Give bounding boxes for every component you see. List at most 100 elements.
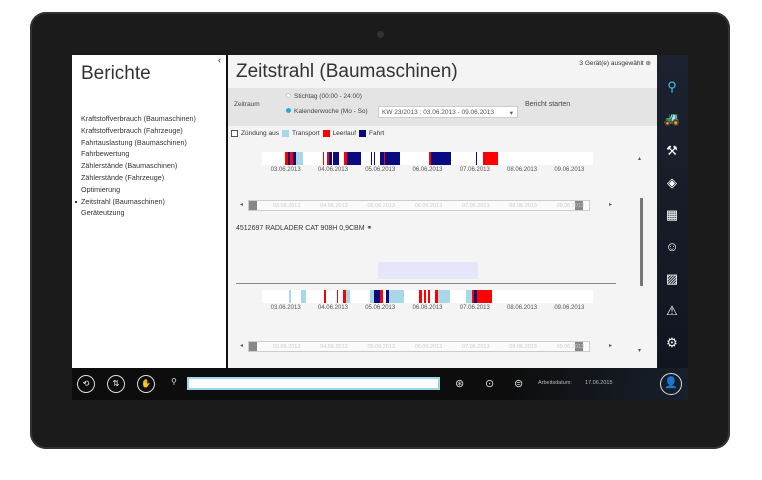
settings-icon[interactable]: ⚙	[666, 335, 678, 350]
hand-icon[interactable]: ✋	[137, 375, 155, 393]
work-date[interactable]: 17.06.2015	[585, 380, 613, 386]
segment-leerlauf[interactable]	[483, 152, 498, 165]
segment-leerlauf[interactable]	[323, 152, 325, 165]
navigator-right-handle[interactable]	[575, 201, 583, 210]
search-input[interactable]	[187, 377, 440, 390]
segment-fahrt[interactable]	[374, 152, 376, 165]
report-item[interactable]: Zählerstände (Fahrzeuge)	[81, 172, 165, 182]
navigator-right-handle[interactable]	[575, 342, 583, 351]
radio-week-icon[interactable]	[286, 108, 291, 113]
segment-transport[interactable]	[296, 152, 303, 165]
segment-leerlauf[interactable]	[344, 152, 348, 165]
segment-leerlauf[interactable]	[290, 152, 294, 165]
week-select[interactable]: KW 23/2013 : 03.06.2013 - 09.06.2013 ▾	[378, 106, 518, 118]
legend-swatch-idle	[322, 130, 330, 137]
segment-fahrt[interactable]	[288, 152, 291, 165]
report-item[interactable]: Fahrtauslastung (Baumaschinen)	[81, 137, 187, 147]
timeline-bar[interactable]	[262, 290, 593, 303]
segment-leerlauf[interactable]	[336, 290, 339, 303]
report-item[interactable]: Zeitstrahl (Baumaschinen)	[75, 197, 196, 209]
navigator-left-handle[interactable]	[249, 342, 257, 351]
navigation-icon[interactable]: ◈	[667, 175, 677, 190]
scroll-up-icon[interactable]: ▴	[638, 156, 642, 162]
segment-transport[interactable]	[388, 290, 404, 303]
radio-day[interactable]: Stichtag (00:00 - 24:00)	[286, 93, 362, 100]
segment-leerlauf[interactable]	[383, 152, 385, 165]
timeline-bar[interactable]	[262, 152, 593, 165]
scroll-down-icon[interactable]: ▾	[638, 348, 642, 354]
segment-leerlauf[interactable]	[435, 290, 438, 303]
devices-selected[interactable]: 3 Gerät(e) ausgewählt ⊛	[579, 59, 651, 67]
refresh-icon[interactable]: ⟲	[77, 375, 95, 393]
navigator-date-label: 07.06.2013	[462, 344, 490, 350]
collapse-icon[interactable]: ‹	[218, 55, 221, 65]
report-item[interactable]: Fahrbewertung	[81, 149, 130, 159]
segment-transport[interactable]	[465, 290, 472, 303]
report-item[interactable]: Geräteutzung	[81, 208, 125, 218]
search-icon: ⚲	[171, 377, 177, 386]
warning-icon[interactable]: ⚠	[666, 303, 678, 318]
segment-fahrt[interactable]	[328, 152, 333, 165]
start-report-button[interactable]: Bericht starten	[525, 101, 571, 108]
segment-fahrt[interactable]	[380, 152, 384, 165]
segment-leerlauf[interactable]	[471, 290, 475, 303]
report-item[interactable]: Kraftstoffverbrauch (Fahrzeuge)	[81, 125, 183, 135]
navigator-left-arrow-icon[interactable]: ◂	[240, 343, 244, 349]
segment-fahrt[interactable]	[332, 152, 339, 165]
radio-week[interactable]: Kalenderwoche (Mo - So)	[286, 108, 368, 115]
range-navigator[interactable]: 03.06.2013 04.06.2013 05.06.2013 06.06.2013…	[248, 200, 590, 211]
navigator-right-arrow-icon[interactable]: ▸	[609, 202, 613, 208]
work-date-label: Arbeitsdatum:	[538, 380, 572, 386]
report-item[interactable]: Kraftstoffverbrauch (Baumaschinen)	[81, 114, 196, 123]
segment-leerlauf[interactable]	[429, 152, 432, 165]
report-item[interactable]: Zählerstände (Baumaschinen)	[81, 161, 178, 171]
segment-leerlauf[interactable]	[327, 152, 329, 165]
report-item[interactable]: Optimierung	[81, 184, 121, 194]
driver-icon[interactable]: ☺	[665, 239, 679, 254]
segment-fahrt[interactable]	[384, 152, 401, 165]
segment-transport[interactable]	[289, 290, 291, 303]
excavator-icon[interactable]: ⚒	[666, 143, 678, 158]
map-pin-icon[interactable]: ⚲	[667, 79, 677, 94]
segment-leerlauf[interactable]	[342, 290, 346, 303]
segment-fahrt[interactable]	[371, 152, 373, 165]
range-navigator[interactable]: 03.06.2013 04.06.2013 05.06.2013 06.06.2013…	[248, 341, 590, 352]
segment-leerlauf[interactable]	[419, 290, 422, 303]
segment-fahrt[interactable]	[385, 290, 389, 303]
segment-fahrt[interactable]	[356, 152, 362, 165]
swap-icon[interactable]: ⇅	[107, 375, 125, 393]
user-avatar-icon[interactable]: 👤	[660, 373, 682, 395]
zoom-stop-icon[interactable]: ⊙	[485, 378, 495, 390]
image-icon[interactable]: ▨	[665, 271, 679, 286]
zoom-device-icon[interactable]: ⊛	[455, 378, 465, 390]
segment-leerlauf[interactable]	[476, 290, 492, 303]
segment-leerlauf[interactable]	[324, 290, 326, 303]
navigator-date-label: 03.06.2013	[272, 344, 301, 350]
navigator-right-arrow-icon[interactable]: ▸	[609, 343, 613, 349]
ignition-off-checkbox[interactable]	[231, 130, 238, 137]
device-search-icon[interactable]: ⊛	[645, 60, 651, 67]
segment-leerlauf[interactable]	[380, 290, 383, 303]
segment-fahrt[interactable]	[475, 152, 477, 165]
segment-transport[interactable]	[437, 290, 451, 303]
segment-fahrt[interactable]	[347, 152, 357, 165]
navigator-left-handle[interactable]	[249, 201, 257, 210]
radio-day-icon[interactable]	[286, 93, 291, 98]
segment-fahrt[interactable]	[431, 152, 452, 165]
segment-leerlauf[interactable]	[427, 290, 431, 303]
navigator-left-arrow-icon[interactable]: ◂	[240, 202, 244, 208]
segment-leerlauf[interactable]	[423, 290, 426, 303]
segment-fahrt[interactable]	[293, 152, 297, 165]
segment-transport[interactable]	[345, 290, 351, 303]
segment-transport[interactable]	[300, 290, 307, 303]
segment-transport[interactable]	[369, 290, 375, 303]
segment-fahrt[interactable]	[374, 290, 381, 303]
vertical-scrollbar[interactable]	[640, 198, 643, 286]
tractor-icon[interactable]: 🚜	[663, 111, 681, 126]
segment-fahrt[interactable]	[474, 290, 477, 303]
date-label: 09.06.2013	[554, 305, 585, 311]
grid-icon[interactable]: ▦	[665, 207, 679, 222]
filter-icon[interactable]: ⊜	[514, 378, 524, 390]
link-icon[interactable]: ⚭	[366, 225, 373, 232]
segment-leerlauf[interactable]	[284, 152, 288, 165]
